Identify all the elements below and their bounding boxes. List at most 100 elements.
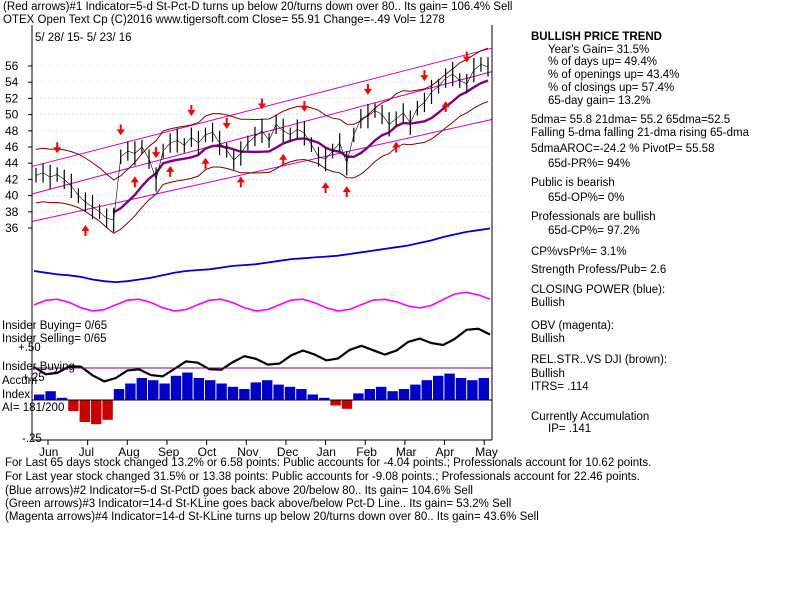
- stat-line: Professionals are bullish: [531, 211, 656, 223]
- stat-line: REL.STR..VS DJI (brown):: [531, 354, 668, 366]
- signal-arrow-head: [53, 147, 62, 154]
- stat-line: % of closings up= 57.4%: [548, 82, 675, 94]
- accum-bar: [433, 375, 444, 400]
- accum-bar: [341, 400, 353, 409]
- y-tick-label: 56: [5, 59, 19, 73]
- envelope-upper: [35, 47, 489, 181]
- stat-line: 65-day gain= 13.2%: [548, 95, 651, 107]
- accum-bar: [478, 378, 489, 400]
- accum-bar: [319, 397, 330, 400]
- signal-arrow-head: [81, 225, 90, 231]
- stat-line: 65d-PR%= 94%: [548, 158, 631, 170]
- accum-bar: [421, 380, 432, 400]
- relative-strength-line: [33, 327, 491, 383]
- accum-bar: [467, 380, 478, 400]
- x-tick-label: Aug: [118, 445, 139, 459]
- signal-arrow-head: [187, 109, 196, 116]
- signal-arrow-head: [152, 152, 161, 159]
- stat-line: CP%vsPr%= 3.1%: [531, 246, 627, 258]
- rel-strength-path: [33, 327, 491, 383]
- y-tick-label: 54: [5, 75, 19, 89]
- x-tick-label: Sep: [158, 445, 180, 459]
- x-tick-label: Dec: [277, 445, 298, 459]
- stat-line: Public is bearish: [531, 177, 615, 189]
- accum-bar: [444, 373, 455, 400]
- y-tick-label: 48: [5, 124, 19, 138]
- signal-arrow-head: [321, 182, 330, 189]
- accum-bar: [307, 394, 318, 400]
- signal-arrows: [53, 51, 471, 236]
- x-tick-label: Jul: [79, 445, 94, 459]
- insider-selling-text: Insider Selling= 0/65: [2, 333, 107, 345]
- trend-title: BULLISH PRICE TREND: [531, 31, 662, 43]
- footer-line: (Green arrows)#3 Indicator=14-d St-KLine…: [5, 498, 512, 510]
- obv-line: [33, 291, 491, 312]
- signal-arrow-head: [201, 157, 210, 164]
- signal-arrow-head: [420, 75, 429, 82]
- closing-power-line: [33, 227, 491, 284]
- stat-line: 65d-CP%= 97.2%: [548, 225, 640, 237]
- stat-line: OBV (magenta):: [531, 320, 615, 332]
- y-tick-label: 46: [5, 140, 19, 154]
- ai-label: AI= 181/200: [2, 402, 65, 414]
- signal-arrow-head: [279, 153, 288, 160]
- channel-line: [31, 118, 493, 223]
- accum-bar: [284, 386, 296, 400]
- stat-line: 5dmaAROC=-24.2 % PivotP= 55.58: [531, 143, 715, 155]
- signal-arrow-head: [258, 103, 266, 110]
- stat-line: CLOSING POWER (blue):: [531, 284, 666, 296]
- y-tick-label: 50: [5, 108, 19, 122]
- footer-line: (Blue arrows)#2 Indicator=5-d St-PctD go…: [5, 485, 473, 497]
- accum-bar: [455, 378, 467, 400]
- accum-bar: [364, 389, 375, 400]
- accum-bar: [45, 391, 56, 400]
- x-tick-label: Mar: [396, 445, 417, 459]
- minus25-label: -.25: [22, 433, 42, 445]
- stat-line: Bullish: [531, 333, 565, 345]
- accum-bar: [387, 391, 398, 400]
- signal-arrow-head: [441, 101, 450, 108]
- accum-bar: [250, 382, 261, 400]
- obv-path: [33, 291, 491, 312]
- accum-bar: [193, 378, 204, 400]
- stat-line: Currently Accumulation: [531, 411, 650, 423]
- footer-line: (Magenta arrows)#4 Indicator=14-d St-KLi…: [5, 511, 539, 523]
- stat-line: Falling 5-dma falling 21-dma rising 65-d…: [531, 127, 749, 139]
- y-tick-label: 38: [5, 205, 19, 219]
- accum-bar: [205, 380, 216, 400]
- y-tick-label: 40: [5, 189, 19, 203]
- plus50-label: +.50: [18, 342, 41, 354]
- accum-bar: [148, 380, 159, 400]
- signal-arrow-head: [166, 165, 175, 172]
- accum-bar: [376, 386, 387, 400]
- ma-65-line: [113, 79, 489, 214]
- accum-bar: [227, 386, 239, 400]
- accum-bar: [182, 372, 193, 400]
- stat-line: Year's Gain= 31.5%: [548, 44, 650, 56]
- x-tick-label: Apr: [436, 445, 455, 459]
- signal-arrow-head: [222, 122, 231, 129]
- signal-arrow-head: [236, 176, 245, 183]
- signal-arrow-head: [363, 88, 372, 95]
- signal-arrow-head: [462, 56, 471, 63]
- accum-bar: [113, 389, 125, 400]
- accum-bar: [68, 400, 79, 411]
- accum-bar: [159, 383, 170, 400]
- x-tick-label: Nov: [237, 445, 258, 459]
- envelope-lower: [35, 101, 489, 234]
- accum-bar: [262, 380, 273, 400]
- accum-bar: [125, 383, 136, 400]
- x-axis-ticks: Jun Jul Aug Sep Oct Nov Dec Jan Feb Mar Apr May: [39, 440, 498, 459]
- stat-line: Strength Profess/Pub= 2.6: [531, 264, 667, 276]
- x-tick-label: Feb: [356, 445, 377, 459]
- plus25-label: +.25: [22, 372, 45, 384]
- price-close-line: [35, 64, 489, 221]
- signal-arrow-head: [116, 129, 125, 136]
- stat-line: Bullish: [531, 297, 565, 309]
- y-tick-label: 36: [5, 221, 19, 235]
- accumulation-index: [34, 372, 489, 425]
- y-axis-ticks: 36 38 40 42 44 46 48 50 52 54 56: [5, 59, 32, 235]
- x-tick-label: Jan: [317, 445, 336, 459]
- accum-bar: [273, 384, 284, 400]
